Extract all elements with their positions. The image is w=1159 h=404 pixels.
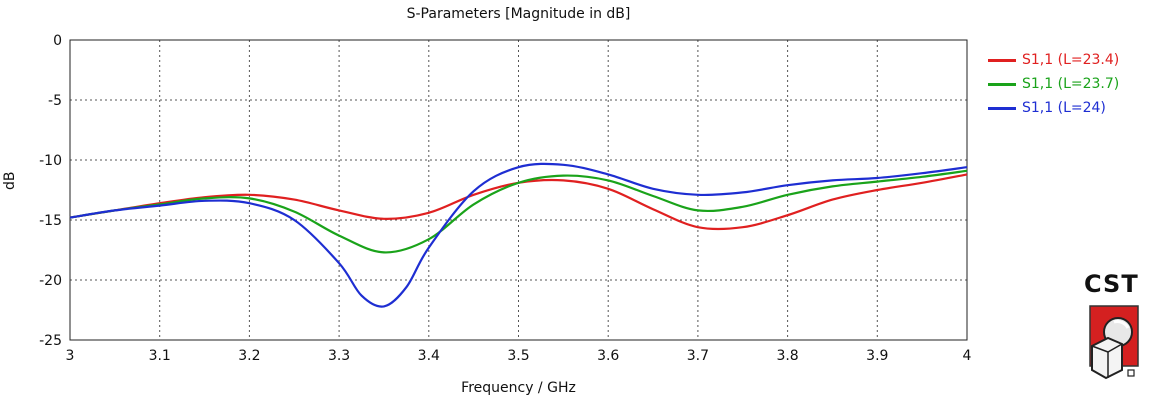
logo-text: CST xyxy=(1084,270,1139,298)
y-tick-label: 0 xyxy=(53,33,62,49)
legend-item[interactable]: S1,1 (L=23.7) xyxy=(988,72,1119,96)
legend-line xyxy=(988,82,1016,86)
x-tick-label: 3.8 xyxy=(776,348,798,364)
chart-title: S-Parameters [Magnitude in dB] xyxy=(406,6,631,22)
x-axis-label: Frequency / GHz xyxy=(461,380,576,396)
x-tick-label: 3.5 xyxy=(507,348,529,364)
series-line-3 xyxy=(69,162,968,308)
y-tick-label: -10 xyxy=(39,153,62,169)
legend-item[interactable]: S1,1 (L=24) xyxy=(988,96,1119,120)
y-tick-label: -20 xyxy=(39,273,62,289)
x-tick-label: 4 xyxy=(963,348,972,364)
plot-frame xyxy=(69,39,968,341)
legend-label: S1,1 (L=24) xyxy=(1022,100,1106,116)
x-tick-label: 3.1 xyxy=(149,348,171,364)
logo-icon xyxy=(1089,305,1139,380)
x-tick-label: 3.6 xyxy=(597,348,619,364)
legend-item[interactable]: S1,1 (L=23.4) xyxy=(988,48,1119,72)
y-tick-label: -15 xyxy=(39,213,62,229)
x-tick-label: 3.2 xyxy=(238,348,260,364)
cst-logo: CST xyxy=(1084,270,1154,400)
x-tick-label: 3.7 xyxy=(687,348,709,364)
series-line-2 xyxy=(69,169,968,254)
y-tick-label: -25 xyxy=(39,333,62,349)
legend-label: S1,1 (L=23.4) xyxy=(1022,52,1120,68)
legend-line xyxy=(988,106,1016,110)
legend-label: S1,1 (L=23.7) xyxy=(1022,76,1120,92)
x-tick-label: 3.3 xyxy=(328,348,350,364)
x-tick-label: 3.9 xyxy=(866,348,888,364)
legend-line xyxy=(988,58,1016,62)
legend: S1,1 (L=23.4) S1,1 (L=23.7) S1,1 (L=24) xyxy=(988,48,1119,120)
x-tick-label: 3.4 xyxy=(418,348,440,364)
x-tick-label: 3 xyxy=(66,348,75,364)
y-tick-label: -5 xyxy=(48,93,62,109)
